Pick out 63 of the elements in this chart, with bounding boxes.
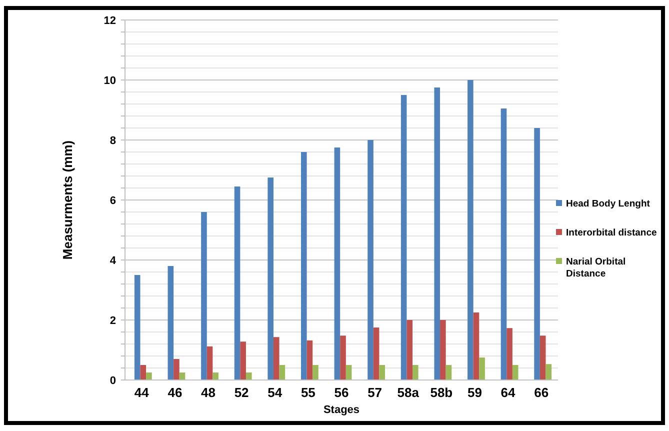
y-tick-label: 10 xyxy=(104,74,116,87)
x-tick-label: 46 xyxy=(168,385,182,400)
bar xyxy=(206,346,213,380)
x-tick-label: 66 xyxy=(534,385,549,400)
bar xyxy=(506,328,512,380)
bar xyxy=(540,336,546,380)
bar xyxy=(446,365,452,380)
bar xyxy=(134,275,140,380)
bar xyxy=(273,337,280,380)
bar xyxy=(201,212,207,380)
legend-label: Interorbital distance xyxy=(566,227,657,238)
x-tick-label: 57 xyxy=(368,385,382,400)
y-tick-label: 0 xyxy=(110,374,116,387)
y-tick-label: 12 xyxy=(104,14,116,27)
x-tick-label: 55 xyxy=(300,385,316,400)
x-tick-label: 54 xyxy=(268,385,283,400)
y-tick-label: 8 xyxy=(110,134,116,147)
bar xyxy=(168,266,174,380)
bar xyxy=(500,108,507,380)
bar xyxy=(534,128,540,380)
x-tick-label: 59 xyxy=(467,385,482,400)
bar xyxy=(400,95,407,380)
y-tick-label: 6 xyxy=(110,194,116,207)
x-tick-label: 48 xyxy=(201,385,216,400)
x-tick-label: 56 xyxy=(334,385,349,400)
bar xyxy=(306,340,313,380)
bar xyxy=(234,186,240,380)
bar xyxy=(346,365,352,380)
bar xyxy=(212,372,218,380)
bar xyxy=(434,88,440,380)
bar xyxy=(379,365,386,380)
bar xyxy=(546,364,552,380)
x-tick-label: 64 xyxy=(500,385,516,400)
y-tick-label: 4 xyxy=(110,254,117,267)
bar xyxy=(312,365,318,380)
bar xyxy=(468,80,474,380)
bar xyxy=(340,336,346,380)
bar xyxy=(300,152,307,380)
bar xyxy=(240,342,246,380)
x-tick-label: 58a xyxy=(397,385,420,400)
bar xyxy=(334,148,340,380)
x-tick-label: 58b xyxy=(430,385,453,400)
bar xyxy=(174,359,180,380)
bar xyxy=(440,320,446,380)
legend-label: Head Body Lenght xyxy=(566,198,651,210)
bar xyxy=(479,358,485,380)
bar xyxy=(268,178,274,380)
bar xyxy=(473,312,480,380)
x-tick-label: 44 xyxy=(134,385,150,400)
y-tick-label: 2 xyxy=(110,314,116,327)
y-axis-title: Measurments (mm) xyxy=(60,140,75,260)
bar xyxy=(368,140,374,380)
bar xyxy=(406,320,413,380)
x-tick-label: 52 xyxy=(234,385,249,400)
bar xyxy=(246,372,252,380)
bar xyxy=(140,365,146,380)
bar xyxy=(412,365,418,380)
x-axis-title: Stages xyxy=(323,404,360,416)
bar xyxy=(512,365,518,380)
bar xyxy=(373,328,380,380)
bar xyxy=(279,365,286,380)
bar xyxy=(146,372,152,380)
legend-label: Narial Orbital Distance xyxy=(566,256,626,280)
